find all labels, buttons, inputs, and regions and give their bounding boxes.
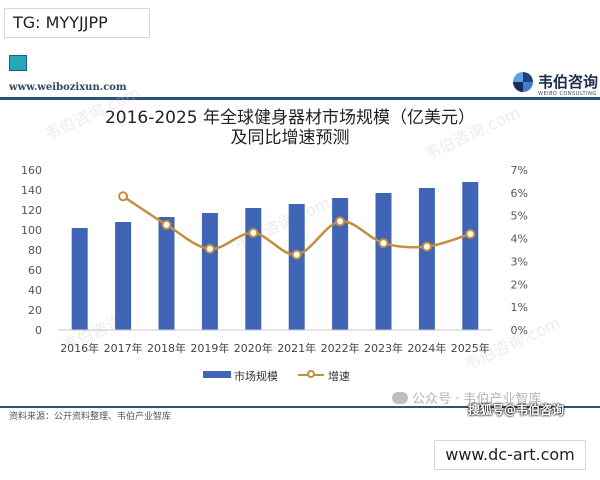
header-rule	[0, 97, 600, 100]
y-tick-label: 140	[21, 184, 42, 197]
y2-axis-ticks: 0% 1% 2% 3% 4% 5% 6% 7%	[511, 164, 528, 337]
wechat-icon	[392, 392, 408, 404]
y-tick-label: 40	[28, 284, 42, 297]
tg-tag: TG: MYYJJPP	[4, 8, 150, 38]
x-tick-label: 2022年	[321, 341, 360, 355]
y-tick-label: 160	[21, 164, 42, 177]
footer-site-tag: www.dc-art.com	[434, 440, 586, 470]
y2-tick-label: 0%	[511, 324, 528, 337]
x-tick-label: 2018年	[147, 341, 186, 355]
legend-line-marker	[307, 370, 315, 378]
y2-tick-label: 7%	[511, 164, 528, 177]
y2-tick-label: 2%	[511, 278, 528, 291]
legend-bar-label: 市场规模	[234, 370, 278, 383]
x-tick-label: 2023年	[364, 341, 403, 355]
brand-name: 韦伯咨询	[538, 73, 599, 91]
bar	[418, 188, 435, 330]
growth-point	[291, 249, 302, 260]
bar	[71, 228, 88, 330]
growth-point	[465, 229, 476, 239]
sohu-watermark: 搜狐号@韦伯咨询	[468, 403, 565, 417]
growth-point	[335, 216, 346, 227]
x-tick-label: 2025年	[451, 341, 490, 355]
bar	[201, 213, 218, 330]
y-tick-label: 20	[28, 304, 42, 317]
chart-title-line2: 及同比增速预测	[230, 128, 350, 148]
y2-tick-label: 3%	[511, 255, 528, 268]
growth-point	[118, 191, 129, 202]
square-logo-icon	[9, 55, 27, 71]
bar	[462, 182, 479, 330]
growth-line-series	[118, 191, 476, 260]
brand-subtitle: WEIBO CONSULTING	[538, 91, 597, 97]
bar	[288, 204, 305, 330]
bar	[245, 208, 262, 330]
chart-title-line1: 2016-2025 年全球健身器材市场规模（亿美元）	[104, 108, 476, 128]
legend-bar-swatch	[203, 371, 231, 378]
bar	[375, 193, 392, 330]
site-url: www.weibozixun.com	[9, 82, 127, 93]
y-tick-label: 80	[28, 244, 42, 257]
x-tick-label: 2017年	[104, 341, 143, 355]
growth-point	[204, 243, 215, 254]
y-tick-label: 100	[21, 224, 42, 237]
growth-point	[378, 238, 389, 249]
y-tick-label: 0	[35, 324, 42, 337]
x-tick-label: 2021年	[277, 341, 316, 355]
growth-point	[248, 227, 259, 238]
chart-title: 2016-2025 年全球健身器材市场规模（亿美元） 及同比增速预测	[70, 108, 510, 148]
x-axis-ticks: 2016年 2017年 2018年 2019年 2020年 2021年 2022年 2023年…	[60, 341, 490, 355]
y-tick-label: 60	[28, 264, 42, 277]
y-tick-label: 120	[21, 204, 42, 217]
growth-point	[161, 219, 172, 230]
bar	[115, 222, 132, 330]
x-tick-label: 2020年	[234, 341, 273, 355]
bar	[332, 198, 349, 330]
x-tick-label: 2024年	[407, 341, 446, 355]
growth-point	[421, 241, 432, 252]
footer-rule	[0, 406, 600, 408]
source-note: 资料来源：公开资料整理、韦伯产业智库	[9, 412, 172, 422]
y2-tick-label: 4%	[511, 233, 528, 246]
y2-tick-label: 1%	[511, 301, 528, 314]
y2-tick-label: 5%	[511, 210, 528, 223]
bar	[158, 217, 175, 330]
wechat-watermark: 公众号 · 韦伯产业智库	[412, 392, 542, 407]
y-axis-ticks: 0 20 40 60 80 100 120 140 160	[21, 164, 42, 337]
legend-line-label: 增速	[328, 370, 350, 383]
y2-tick-label: 6%	[511, 187, 528, 200]
bar-series	[71, 182, 479, 330]
x-tick-label: 2016年	[60, 341, 99, 355]
x-tick-label: 2019年	[190, 341, 229, 355]
brand-logo-icon	[513, 72, 533, 92]
